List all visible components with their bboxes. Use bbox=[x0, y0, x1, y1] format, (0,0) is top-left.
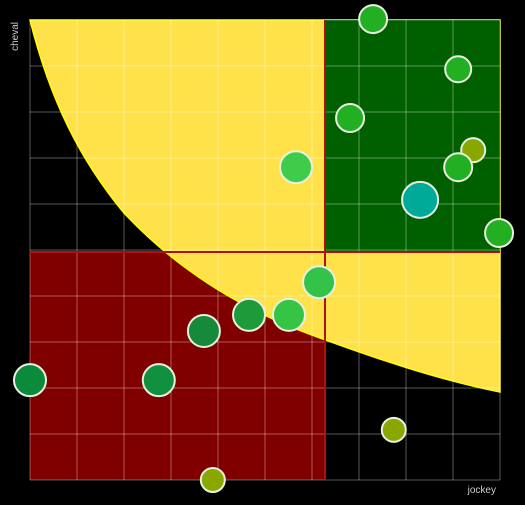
bubble bbox=[444, 55, 473, 84]
x-axis-label: jockey bbox=[467, 485, 496, 496]
bubble bbox=[401, 180, 440, 219]
bubble bbox=[302, 265, 337, 300]
bubble bbox=[186, 313, 221, 348]
bubble bbox=[279, 150, 314, 185]
bubble bbox=[358, 4, 389, 35]
bubble bbox=[141, 363, 176, 398]
bubble bbox=[335, 102, 366, 133]
bubble bbox=[443, 152, 474, 183]
bubble bbox=[199, 467, 226, 493]
bubble bbox=[232, 297, 267, 332]
bubble bbox=[380, 416, 407, 443]
y-axis-label: cheval bbox=[10, 22, 21, 51]
bubble bbox=[13, 363, 47, 398]
bubble bbox=[484, 217, 515, 248]
bubble bbox=[271, 297, 306, 332]
